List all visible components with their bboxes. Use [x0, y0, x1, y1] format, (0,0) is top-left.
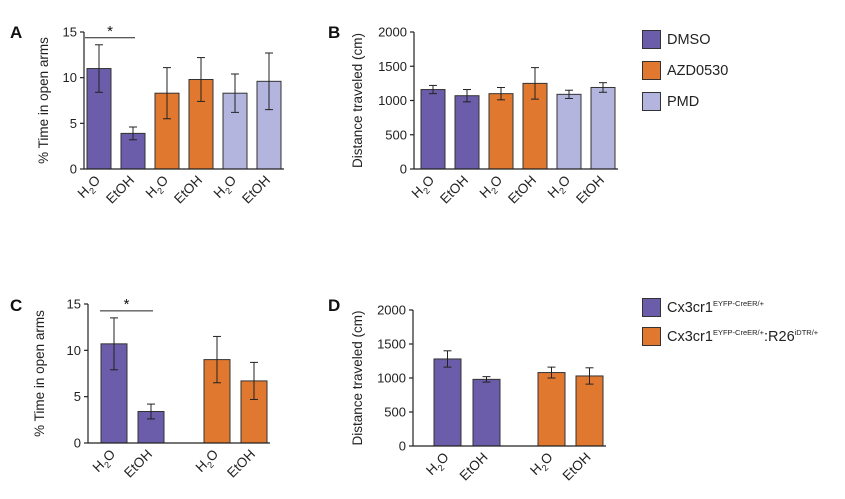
significance-star-a-0: * [107, 23, 113, 40]
y-axis-label-c: % Time in open arms [32, 310, 47, 437]
y-tick-label-c-3: 15 [67, 297, 81, 312]
legend-swatch-cx3cr1 [642, 298, 661, 317]
y-tick-label-d-0: 0 [399, 439, 406, 454]
legend-item-azd0530: AZD0530 [642, 61, 728, 80]
bar-d-2 [537, 372, 566, 447]
y-tick-label-a-1: 5 [70, 116, 77, 131]
legend-item-dmso: DMSO [642, 30, 728, 49]
legend-label-pmd: PMD [667, 93, 700, 110]
y-tick-label-c-2: 10 [67, 343, 81, 358]
bar-b-0 [420, 89, 446, 170]
legend-swatch-pmd [642, 92, 661, 111]
x-tick-label-a-4: H2O [211, 173, 242, 204]
bar-c-2 [203, 359, 231, 444]
x-tick-label-b-1: EtOH [437, 173, 471, 207]
x-tick-label-a-5: EtOH [239, 173, 273, 207]
significance-star-c-0: * [124, 296, 130, 313]
x-tick-label-a-2: H2O [143, 173, 174, 204]
y-tick-label-b-0: 0 [400, 162, 407, 177]
y-tick-label-b-4: 2000 [378, 25, 407, 40]
legend-label-cx3cr1-r26-tail-sup: iDTR/+ [794, 327, 819, 337]
legend-label-azd0530: AZD0530 [667, 62, 729, 79]
x-tick-label-c-2: H2O [193, 447, 224, 478]
y-axis-label-d: Distance traveled (cm) [350, 310, 365, 445]
x-tick-label-c-3: EtOH [224, 447, 258, 481]
y-tick-label-d-1: 500 [384, 405, 406, 420]
legend-swatch-cx3cr1-r26 [642, 327, 661, 346]
y-tick-label-d-2: 1000 [377, 371, 406, 386]
legend-item-pmd: PMD [642, 92, 728, 111]
legend-label-cx3cr1-r26-tail: :R26 [764, 328, 795, 345]
legend-label-cx3cr1-r26: Cx3cr1EYFP-CreER/+:R26iDTR/+ [667, 327, 819, 345]
legend-bottom: Cx3cr1EYFP-CreER/+ Cx3cr1EYFP-CreER/+:R2… [642, 298, 818, 358]
panel-letter-b: B [328, 23, 340, 42]
y-tick-label-b-2: 1000 [378, 93, 407, 108]
x-tick-label-a-0: H2O [75, 173, 106, 204]
x-tick-label-b-2: H2O [477, 173, 508, 204]
y-axis-label-a: % Time in open arms [36, 37, 51, 164]
x-tick-label-c-0: H2O [90, 447, 121, 478]
legend-swatch-azd0530 [642, 61, 661, 80]
panel-letter-d: D [328, 296, 340, 315]
y-tick-label-a-3: 15 [63, 25, 77, 40]
y-axis-label-b: Distance traveled (cm) [350, 33, 365, 168]
panel-letter-a: A [10, 23, 22, 42]
y-tick-label-d-4: 2000 [377, 303, 406, 318]
x-tick-label-d-1: EtOH [457, 450, 491, 484]
x-tick-label-b-5: EtOH [573, 173, 607, 207]
bar-d-1 [472, 378, 501, 447]
bar-b-5 [590, 86, 616, 170]
x-tick-label-d-0: H2O [423, 450, 454, 481]
x-tick-label-d-2: H2O [527, 450, 558, 481]
y-tick-label-c-0: 0 [74, 436, 81, 451]
y-tick-label-d-3: 1500 [377, 337, 406, 352]
legend-label-dmso: DMSO [667, 31, 711, 48]
x-tick-label-b-4: H2O [545, 173, 576, 204]
bar-d-0 [433, 358, 462, 447]
legend-item-cx3cr1: Cx3cr1EYFP-CreER/+ [642, 298, 818, 317]
y-tick-label-c-1: 5 [74, 389, 81, 404]
legend-item-cx3cr1-r26: Cx3cr1EYFP-CreER/+:R26iDTR/+ [642, 327, 818, 346]
x-tick-label-a-1: EtOH [103, 173, 137, 207]
x-tick-label-d-3: EtOH [560, 450, 594, 484]
x-tick-label-a-3: EtOH [171, 173, 205, 207]
bar-b-2 [488, 93, 514, 170]
bar-b-1 [454, 95, 480, 170]
legend-label-cx3cr1: Cx3cr1EYFP-CreER/+ [667, 298, 764, 316]
x-tick-label-c-1: EtOH [121, 447, 155, 481]
y-tick-label-b-3: 1500 [378, 59, 407, 74]
legend-label-cx3cr1-sup: EYFP-CreER/+ [712, 298, 764, 308]
legend-swatch-dmso [642, 30, 661, 49]
y-tick-label-b-1: 500 [385, 127, 407, 142]
bar-d-3 [575, 375, 604, 447]
legend-label-cx3cr1-r26-sup: EYFP-CreER/+ [712, 327, 764, 337]
legend-label-cx3cr1-base: Cx3cr1 [667, 299, 713, 316]
legend-top: DMSO AZD0530 PMD [642, 30, 728, 123]
bar-b-4 [556, 93, 582, 170]
legend-label-cx3cr1-r26-base: Cx3cr1 [667, 328, 713, 345]
y-tick-label-a-2: 10 [63, 70, 77, 85]
panel-letter-c: C [10, 296, 22, 315]
x-tick-label-b-3: EtOH [505, 173, 539, 207]
x-tick-label-b-0: H2O [409, 173, 440, 204]
y-tick-label-a-0: 0 [70, 162, 77, 177]
